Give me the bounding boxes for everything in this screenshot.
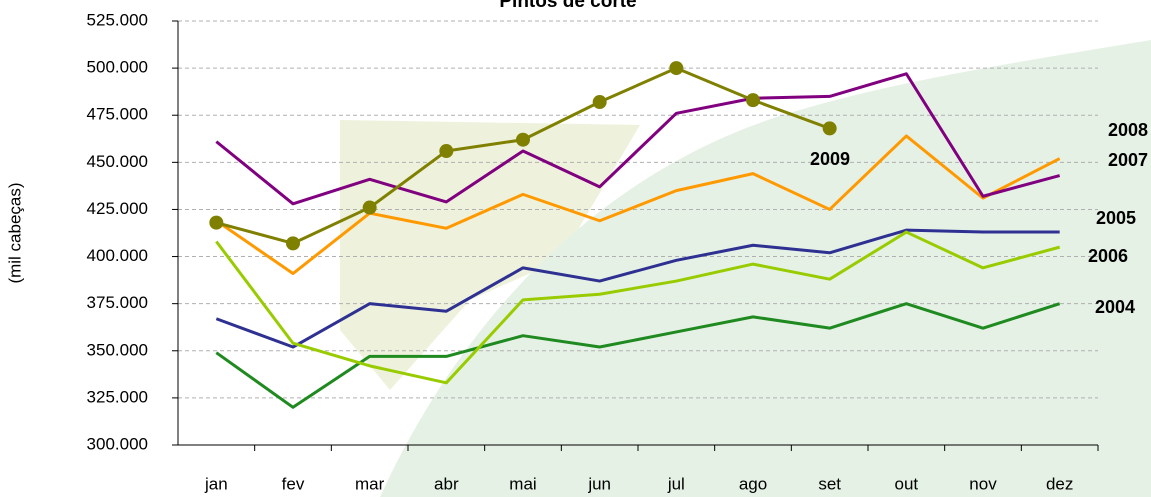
y-tick-label: 400.000 bbox=[87, 246, 148, 265]
point-marker bbox=[823, 121, 837, 135]
y-tick-label: 450.000 bbox=[87, 152, 148, 171]
x-tick-label: fev bbox=[282, 474, 305, 493]
y-tick-label: 525.000 bbox=[87, 10, 148, 29]
x-tick-label: abr bbox=[434, 474, 459, 493]
y-tick-label: 325.000 bbox=[87, 387, 148, 406]
chart-title: Pintos de corte bbox=[499, 0, 636, 12]
y-tick-label: 350.000 bbox=[87, 340, 148, 359]
series-label: 2008 bbox=[1108, 120, 1148, 140]
series-label: 2005 bbox=[1096, 208, 1136, 228]
series-label: 2004 bbox=[1095, 297, 1135, 317]
x-tick-label: jul bbox=[667, 474, 685, 493]
x-tick-label: jan bbox=[204, 474, 228, 493]
point-marker bbox=[286, 236, 300, 250]
point-marker bbox=[669, 61, 683, 75]
series-label: 2009 bbox=[810, 149, 850, 169]
point-marker bbox=[209, 216, 223, 230]
x-tick-label: mai bbox=[509, 474, 536, 493]
series-label: 2007 bbox=[1108, 150, 1148, 170]
point-marker bbox=[746, 93, 760, 107]
chart: Pintos de corte (mil cabeças) 300.000 325… bbox=[0, 0, 1151, 497]
x-tick-label: out bbox=[895, 474, 919, 493]
series-label: 2006 bbox=[1088, 246, 1128, 266]
y-axis-label: (mil cabeças) bbox=[5, 182, 24, 283]
point-marker bbox=[516, 133, 530, 147]
point-marker bbox=[439, 144, 453, 158]
y-tick-label: 300.000 bbox=[87, 434, 148, 453]
y-tick-label: 425.000 bbox=[87, 199, 148, 218]
y-tick-label: 375.000 bbox=[87, 293, 148, 312]
x-tick-label: jun bbox=[587, 474, 611, 493]
x-tick-label: ago bbox=[739, 474, 767, 493]
x-tick-label: mar bbox=[355, 474, 385, 493]
y-tick-label: 475.000 bbox=[87, 105, 148, 124]
x-tick-label: nov bbox=[969, 474, 997, 493]
x-tick-label: set bbox=[818, 474, 841, 493]
point-marker bbox=[363, 201, 377, 215]
point-marker bbox=[593, 95, 607, 109]
y-tick-label: 500.000 bbox=[87, 58, 148, 77]
x-tick-label: dez bbox=[1046, 474, 1073, 493]
